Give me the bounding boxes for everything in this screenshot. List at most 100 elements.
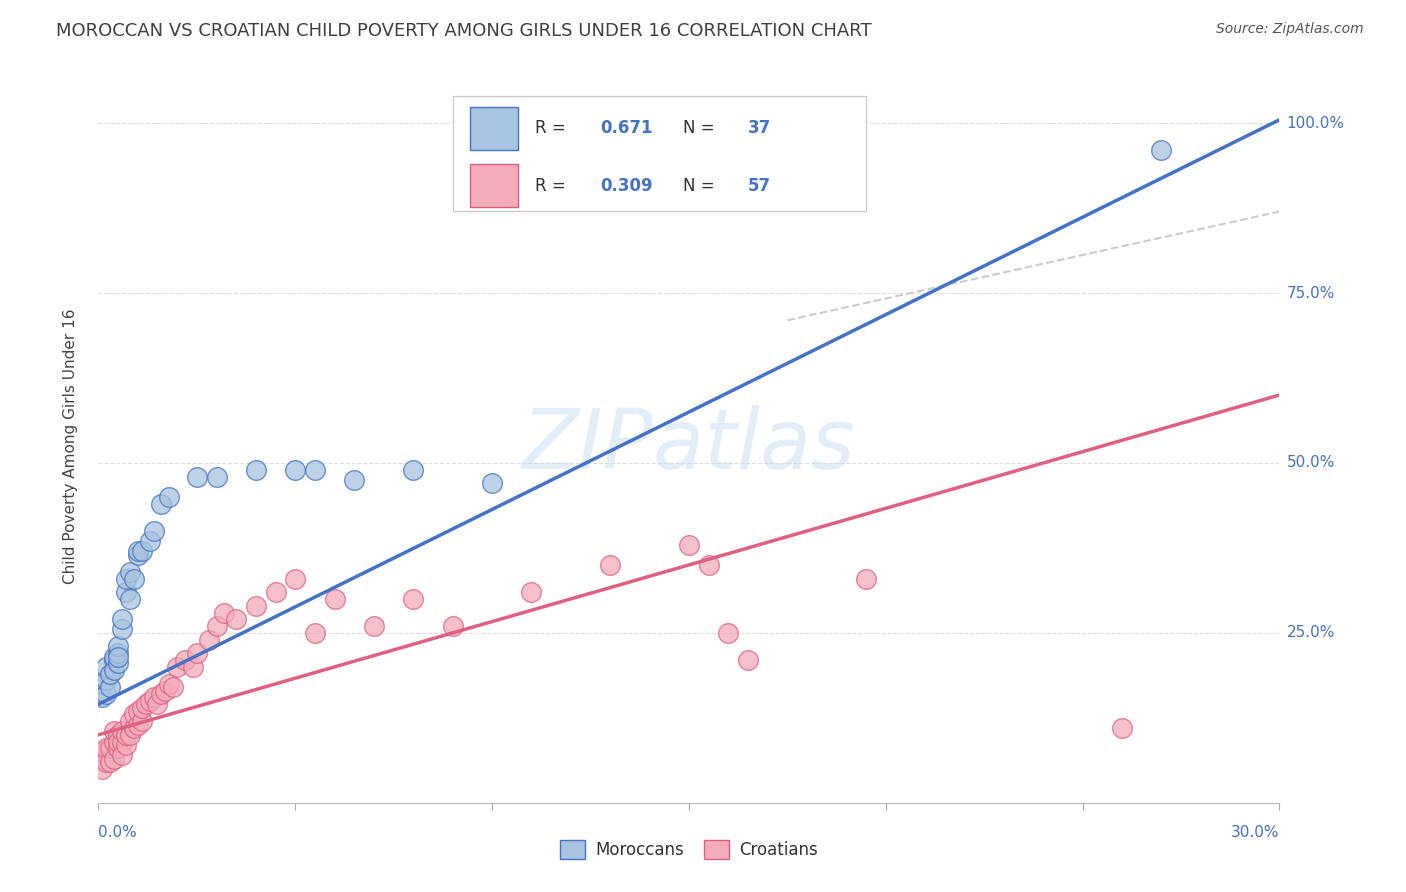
Point <box>138 534 160 549</box>
Text: 0.0%: 0.0% <box>98 825 138 840</box>
Point <box>304 463 326 477</box>
Point <box>91 690 114 705</box>
FancyBboxPatch shape <box>471 164 517 207</box>
Text: 50.0%: 50.0% <box>1286 456 1334 470</box>
Point <box>155 683 177 698</box>
Point <box>737 653 759 667</box>
Point <box>402 463 425 477</box>
Point <box>131 700 153 714</box>
Point <box>96 660 118 674</box>
Point <box>107 649 129 664</box>
Point <box>122 721 145 735</box>
Text: 0.309: 0.309 <box>600 177 652 194</box>
Point <box>115 585 138 599</box>
Point <box>1150 144 1173 158</box>
Point <box>111 734 134 748</box>
Point <box>402 591 425 606</box>
Point <box>717 626 740 640</box>
Point <box>107 728 129 742</box>
Point <box>135 698 157 712</box>
Text: ZIPatlas: ZIPatlas <box>522 406 856 486</box>
Point <box>127 704 149 718</box>
Point <box>122 707 145 722</box>
Point <box>115 728 138 742</box>
Point <box>264 585 287 599</box>
Point <box>855 572 877 586</box>
Point <box>103 724 125 739</box>
Point <box>107 741 129 756</box>
Point <box>138 694 160 708</box>
Point <box>225 612 247 626</box>
Point <box>162 680 184 694</box>
Point <box>96 673 118 688</box>
Point <box>115 738 138 752</box>
Point <box>103 751 125 765</box>
Text: 75.0%: 75.0% <box>1286 285 1334 301</box>
Point <box>205 619 228 633</box>
Point <box>520 585 543 599</box>
Point <box>343 473 366 487</box>
Text: MOROCCAN VS CROATIAN CHILD POVERTY AMONG GIRLS UNDER 16 CORRELATION CHART: MOROCCAN VS CROATIAN CHILD POVERTY AMONG… <box>56 22 872 40</box>
Point <box>441 619 464 633</box>
Point <box>214 606 236 620</box>
Point <box>146 698 169 712</box>
Point <box>107 734 129 748</box>
Legend: Moroccans, Croatians: Moroccans, Croatians <box>554 834 824 866</box>
Text: 0.671: 0.671 <box>600 120 652 137</box>
Point <box>122 572 145 586</box>
Point <box>245 463 267 477</box>
Point <box>205 469 228 483</box>
Text: 25.0%: 25.0% <box>1286 625 1334 640</box>
Point <box>127 548 149 562</box>
Text: N =: N = <box>683 120 720 137</box>
Point <box>107 640 129 654</box>
Point <box>363 619 385 633</box>
Point <box>91 745 114 759</box>
Point <box>96 687 118 701</box>
Point <box>131 714 153 729</box>
Point <box>599 558 621 572</box>
Text: 30.0%: 30.0% <box>1232 825 1279 840</box>
Point <box>142 524 165 538</box>
Point <box>96 755 118 769</box>
Text: 57: 57 <box>748 177 770 194</box>
Point <box>107 657 129 671</box>
Point <box>481 476 503 491</box>
Point <box>697 558 720 572</box>
Point <box>127 544 149 558</box>
Point <box>186 646 208 660</box>
Point <box>103 649 125 664</box>
Point <box>1111 721 1133 735</box>
Text: Source: ZipAtlas.com: Source: ZipAtlas.com <box>1216 22 1364 37</box>
Point <box>197 632 219 647</box>
Point <box>103 663 125 677</box>
Point <box>91 762 114 776</box>
Point <box>284 463 307 477</box>
Point <box>118 714 141 729</box>
Text: 100.0%: 100.0% <box>1286 116 1344 131</box>
Text: 37: 37 <box>748 120 772 137</box>
Point <box>186 469 208 483</box>
FancyBboxPatch shape <box>453 96 866 211</box>
Point <box>103 734 125 748</box>
Point <box>107 646 129 660</box>
Point <box>96 741 118 756</box>
Point <box>118 565 141 579</box>
FancyBboxPatch shape <box>471 107 517 150</box>
Point <box>131 544 153 558</box>
Text: N =: N = <box>683 177 720 194</box>
Point <box>111 724 134 739</box>
Point <box>118 591 141 606</box>
Y-axis label: Child Poverty Among Girls Under 16: Child Poverty Among Girls Under 16 <box>63 309 77 583</box>
Text: R =: R = <box>536 177 571 194</box>
Point <box>181 660 204 674</box>
Point <box>304 626 326 640</box>
Point <box>118 728 141 742</box>
Point <box>98 680 121 694</box>
Point <box>284 572 307 586</box>
Point <box>157 677 180 691</box>
Point <box>142 690 165 705</box>
Point <box>174 653 197 667</box>
Point <box>157 490 180 504</box>
Point <box>115 572 138 586</box>
